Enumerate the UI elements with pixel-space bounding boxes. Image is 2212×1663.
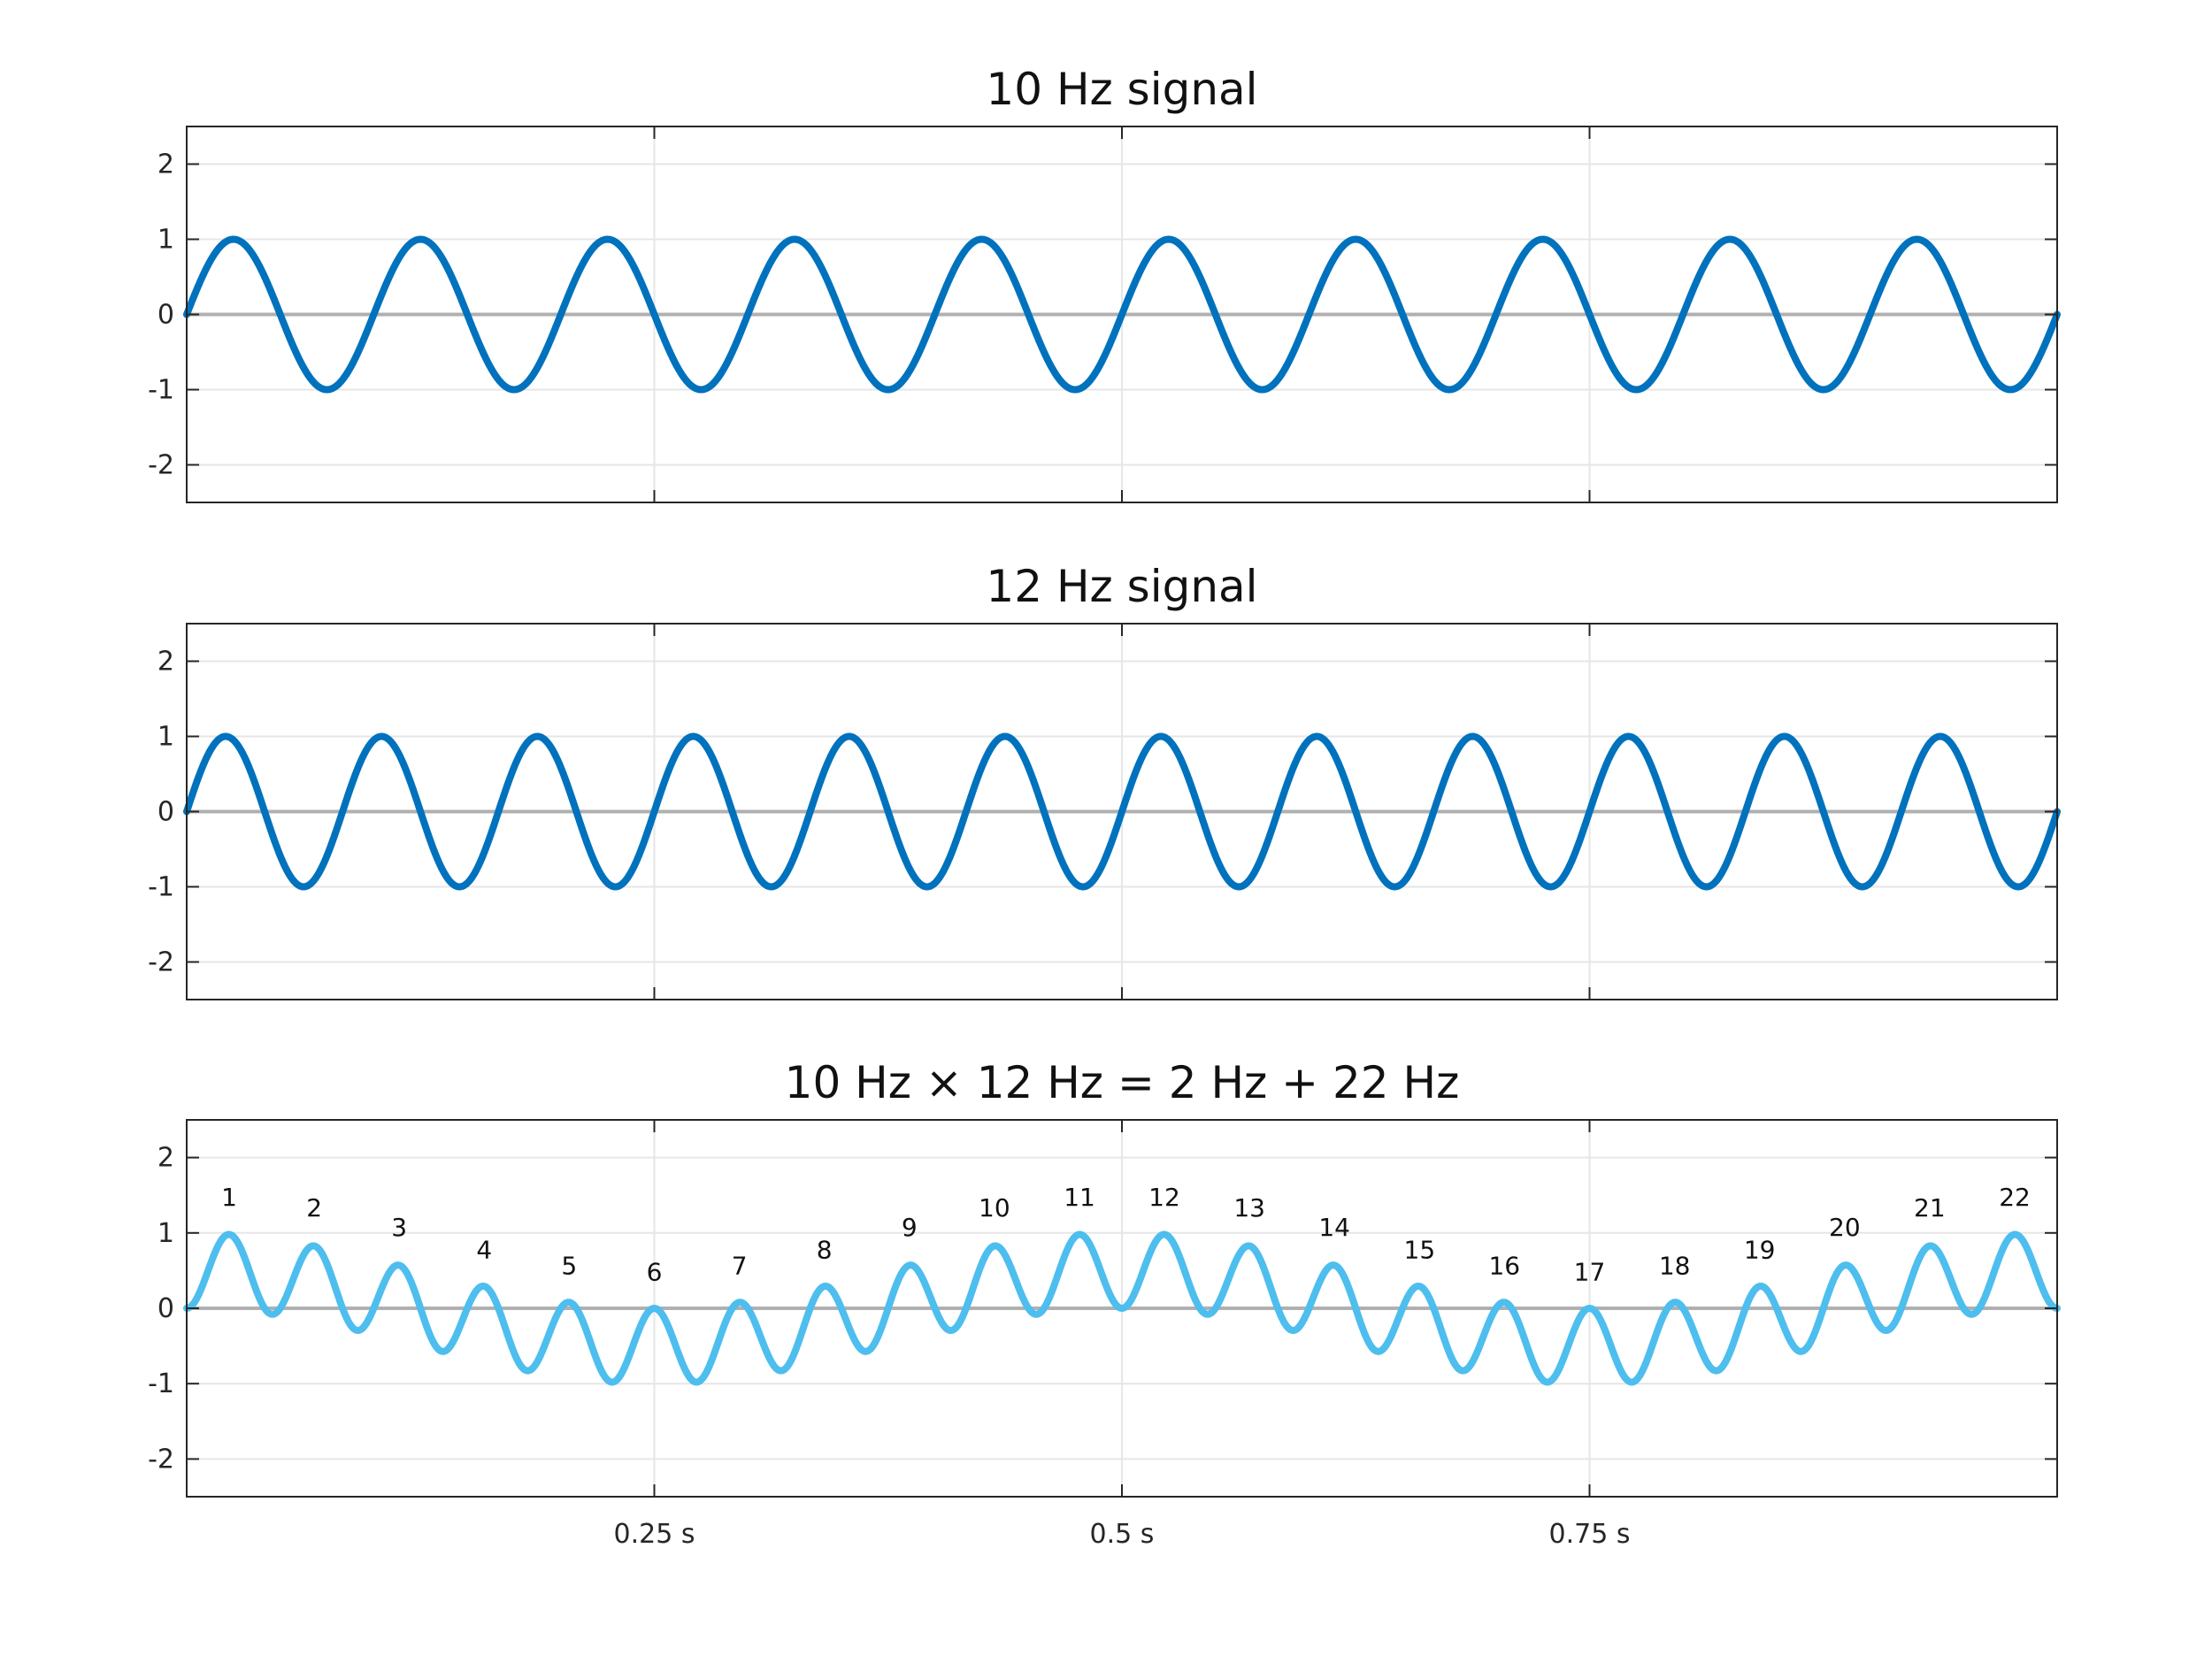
peak-label: 7: [732, 1251, 748, 1280]
y-tick-label: -2: [148, 947, 174, 978]
series-line: [183, 235, 2061, 394]
peak-label: 12: [1148, 1183, 1180, 1212]
y-tick-label: 1: [157, 1218, 174, 1249]
peak-label: 5: [561, 1251, 577, 1280]
x-tick-label: 0.25 s: [614, 1519, 695, 1550]
peak-label: 10: [979, 1193, 1010, 1222]
panel-2: 12 Hz signal -2 -1 0 1 2: [148, 561, 2061, 1000]
y-tick-label: 1: [157, 722, 174, 753]
peak-label: 9: [902, 1213, 918, 1242]
y-tick-label: -2: [148, 1444, 174, 1475]
peak-label: 4: [476, 1236, 492, 1265]
peak-label: 13: [1233, 1193, 1265, 1222]
x-tick-label: 0.5 s: [1090, 1519, 1155, 1550]
peak-label: 11: [1064, 1183, 1095, 1212]
peak-label: 22: [1999, 1183, 2031, 1212]
y-tick-label: 1: [157, 225, 174, 256]
y-tick-label: -1: [148, 1368, 174, 1399]
peak-label: 18: [1659, 1251, 1691, 1280]
y-tick-label: -1: [148, 872, 174, 903]
peak-label: 3: [391, 1213, 407, 1242]
y-tick-label: -2: [148, 450, 174, 481]
panel-3: 10 Hz × 12 Hz = 2 Hz + 22 Hz-2-10120.25 …: [148, 1057, 2061, 1550]
y-tick-label: 2: [157, 1143, 174, 1174]
y-tick-label: 0: [157, 300, 174, 331]
y-tick-label: 0: [157, 1293, 174, 1324]
panel-1: 10 Hz signal -2 -1 0 1 2: [148, 64, 2061, 503]
peak-label: 1: [221, 1183, 237, 1212]
x-tick-label: 0.75 s: [1549, 1519, 1631, 1550]
peak-label: 8: [817, 1236, 833, 1265]
chart-title: 12 Hz signal: [986, 561, 1257, 612]
peak-label: 21: [1914, 1193, 1946, 1222]
chart-title: 10 Hz × 12 Hz = 2 Hz + 22 Hz: [785, 1057, 1460, 1108]
peak-label: 19: [1744, 1236, 1776, 1265]
y-tick-label: 2: [157, 647, 174, 678]
peak-label: 14: [1318, 1213, 1350, 1242]
series-line: [183, 1230, 2061, 1386]
y-tick-label: 0: [157, 797, 174, 828]
peak-label: 20: [1829, 1213, 1861, 1242]
peak-label: 2: [306, 1193, 322, 1222]
chart-title: 10 Hz signal: [986, 64, 1257, 115]
peak-label: 16: [1488, 1251, 1520, 1280]
y-tick-label: -1: [148, 375, 174, 406]
peak-label: 15: [1404, 1236, 1436, 1265]
peak-label: 17: [1574, 1257, 1606, 1286]
y-tick-label: 2: [157, 149, 174, 180]
series-line: [183, 732, 2061, 891]
peak-label: 6: [647, 1257, 663, 1286]
